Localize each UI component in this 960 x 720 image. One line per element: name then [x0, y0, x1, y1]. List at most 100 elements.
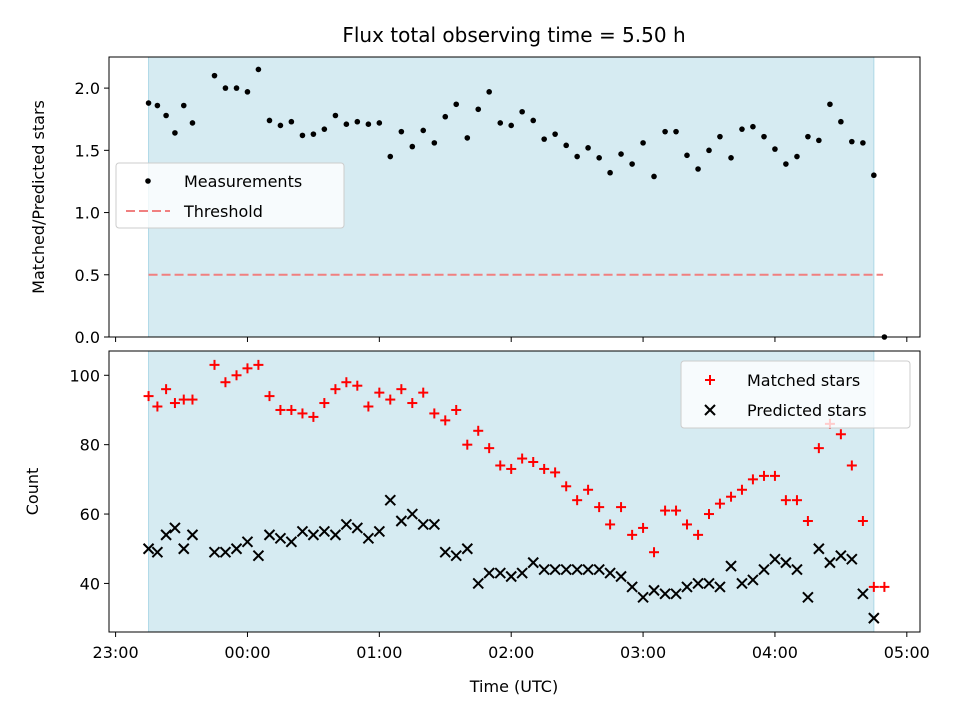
- matched-star-point: [187, 394, 198, 405]
- matched-star-point: [649, 547, 660, 558]
- predicted-star-point: [813, 543, 825, 555]
- measurement-point: [794, 153, 800, 160]
- predicted-star-point: [648, 584, 660, 597]
- measurement-point: [145, 100, 152, 106]
- matched-star-point: [396, 384, 407, 395]
- matched-star-point: [220, 377, 231, 388]
- predicted-star-point: [494, 567, 506, 579]
- predicted-star-point: [169, 522, 181, 534]
- measurement-point: [508, 122, 515, 129]
- measurement-point: [772, 146, 778, 152]
- predicted-star-point: [241, 536, 254, 548]
- measurement-point: [585, 145, 591, 151]
- matched-star-point: [297, 408, 308, 419]
- predicted-star-point: [582, 563, 594, 576]
- measurement-point: [453, 101, 460, 108]
- predicted-star-point: [252, 549, 265, 562]
- matched-star-point: [242, 363, 253, 374]
- bottom-legend-box: [680, 360, 911, 429]
- matched-star-point: [264, 391, 275, 402]
- matched-star-point: [341, 377, 352, 388]
- bottom-y-tick-label: 80: [80, 436, 100, 455]
- measurement-point: [838, 118, 844, 125]
- predicted-star-point: [395, 515, 408, 527]
- measurement-point: [277, 122, 284, 129]
- measurement-point: [464, 135, 471, 141]
- measurement-point: [244, 89, 251, 95]
- x-tick-label: 04:00: [752, 643, 798, 662]
- matched-star-point: [857, 515, 868, 526]
- measurement-point: [596, 155, 602, 161]
- predicted-star-point: [549, 563, 561, 576]
- measurement-point: [783, 161, 789, 167]
- measurement-point: [486, 89, 492, 95]
- predicted-star-point: [505, 570, 517, 583]
- predicted-star-point: [725, 560, 737, 572]
- matched-star-point: [638, 522, 649, 533]
- predicted-star-point: [637, 591, 649, 604]
- measurement-point: [728, 155, 734, 161]
- matched-star-point: [583, 484, 594, 495]
- predicted-star-point: [604, 567, 616, 579]
- measurement-point: [233, 85, 240, 91]
- measurement-point: [849, 138, 855, 145]
- matched-star-point: [813, 443, 824, 454]
- matched-star-point: [605, 519, 616, 530]
- matched-star-point: [169, 398, 180, 409]
- measurement-point: [871, 172, 877, 179]
- x-tick-label: 05:00: [884, 643, 930, 662]
- x-tick-label: 03:00: [620, 643, 666, 662]
- measurement-point: [497, 120, 504, 126]
- top-y-ticks: 0.0 0.5 1.0 1.5 2.0: [75, 79, 109, 347]
- measurement-point: [332, 112, 339, 119]
- predicted-star-point: [483, 567, 495, 579]
- predicted-star-point: [714, 581, 726, 593]
- matched-star-point: [275, 404, 286, 415]
- x-tick-label: 00:00: [224, 643, 270, 662]
- predicted-star-point: [178, 543, 190, 555]
- measurement-point: [343, 121, 350, 127]
- predicted-star-point: [538, 563, 550, 576]
- top-legend: Measurements Threshold: [115, 162, 345, 229]
- measurement-point: [662, 128, 668, 135]
- predicted-star-point: [450, 549, 462, 562]
- measurement-point: [816, 137, 822, 144]
- matched-star-point: [462, 439, 473, 450]
- matched-star-point: [429, 408, 440, 419]
- top-y-tick-label: 2.0: [75, 79, 100, 98]
- measurement-point: [211, 72, 218, 79]
- measurement-point: [706, 147, 712, 154]
- measurement-point: [299, 132, 306, 139]
- measurement-point: [354, 118, 361, 125]
- matched-star-point: [451, 404, 462, 415]
- count-points: [142, 359, 890, 624]
- measurement-point: [761, 133, 767, 140]
- predicted-star-point: [692, 577, 704, 590]
- measurement-point: [365, 121, 372, 127]
- predicted-star-point: [857, 588, 869, 600]
- matched-star-point: [791, 495, 802, 506]
- measurement-point: [409, 143, 416, 150]
- matched-star-point: [616, 502, 627, 513]
- measurement-point: [607, 169, 613, 176]
- predicted-star-point: [626, 581, 638, 593]
- measurement-point: [288, 118, 295, 125]
- measurement-point: [640, 140, 646, 146]
- predicted-star-point: [681, 581, 693, 593]
- matched-star-point: [286, 404, 297, 415]
- predicted-star-point: [219, 546, 232, 558]
- measurement-point: [541, 136, 547, 142]
- bottom-y-ticks: 40 60 80 100: [69, 366, 109, 593]
- predicted-star-point: [769, 553, 781, 565]
- predicted-star-point: [560, 563, 572, 576]
- predicted-star-point: [362, 532, 375, 545]
- measurement-point: [695, 166, 701, 172]
- predicted-star-point: [296, 525, 309, 538]
- matched-star-point: [418, 387, 429, 398]
- predicted-star-point: [824, 556, 836, 569]
- matched-star-point: [506, 463, 517, 474]
- measurement-point: [431, 140, 438, 146]
- matched-star-point: [671, 505, 682, 516]
- predicted-star-point: [461, 543, 473, 555]
